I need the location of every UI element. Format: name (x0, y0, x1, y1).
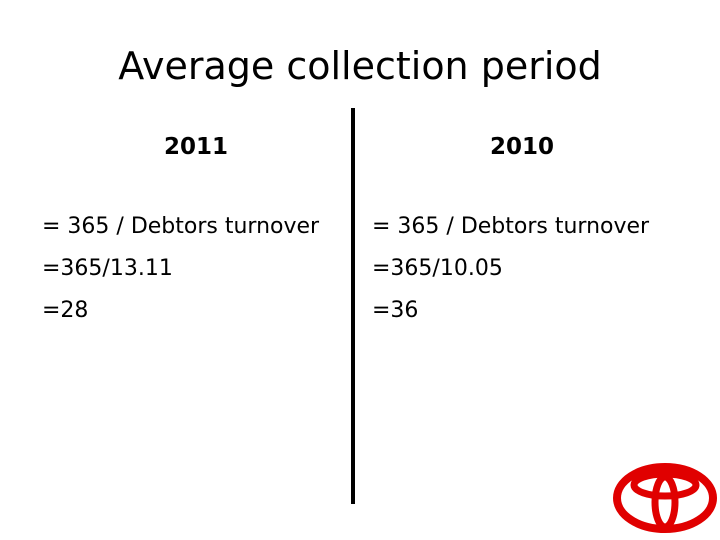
column-heading: 2010 (489, 134, 554, 160)
divider (351, 108, 355, 504)
column-heading: 2011 (163, 134, 228, 160)
formula-line: =365/13.11 (42, 256, 173, 281)
formula-line: =365/10.05 (372, 256, 503, 281)
slide-title: Average collection period (118, 44, 602, 88)
formula-line: = 365 / Debtors turnover (42, 214, 320, 239)
logo (613, 463, 717, 533)
formula-line: = 365 / Debtors turnover (372, 214, 650, 239)
formula-line: =28 (42, 298, 89, 323)
formula-line: =36 (372, 298, 419, 323)
